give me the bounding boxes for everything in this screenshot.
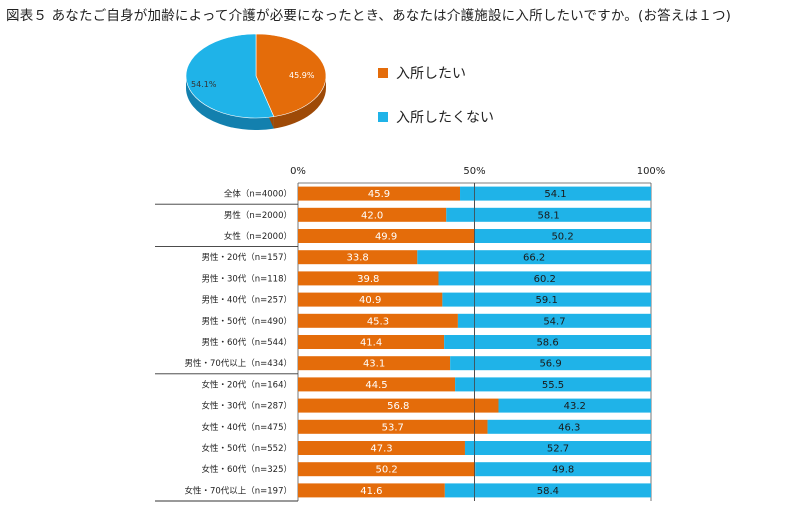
bar-no: [464, 441, 651, 455]
category-label: 男性・60代（n=544）: [201, 337, 292, 348]
data-label-yes: 33.8: [347, 253, 369, 264]
data-label-yes: 47.3: [370, 444, 392, 455]
data-label-yes: 49.9: [375, 232, 397, 243]
category-label: 男性・30代（n=118）: [201, 273, 292, 284]
data-label-yes: 41.6: [360, 486, 382, 497]
data-label-yes: 50.2: [375, 465, 397, 476]
data-label-no: 54.1: [544, 189, 566, 200]
data-label-no: 59.1: [536, 295, 558, 306]
data-label-no: 52.7: [547, 444, 569, 455]
pie-chart: 45.9% 54.1%: [185, 33, 327, 130]
bar-no: [498, 398, 651, 413]
category-label: 男性・40代（n=257）: [201, 295, 292, 306]
bar-yes: [298, 229, 475, 243]
category-label: 男性・20代（n=157）: [201, 252, 292, 263]
category-label: 女性・60代（n=325）: [201, 464, 292, 475]
bar-yes: [298, 462, 476, 477]
bar-yes: [298, 398, 499, 413]
legend-label-yes: 入所したい: [396, 66, 466, 82]
data-label-yes: 42.0: [361, 210, 383, 221]
bar-no: [457, 313, 651, 328]
legend-label-no: 入所したくない: [396, 110, 494, 126]
bar-yes: [298, 356, 451, 371]
x-tick-label: 50%: [463, 166, 485, 177]
data-label-no: 54.7: [543, 316, 565, 327]
category-label: 女性・20代（n=164）: [201, 379, 292, 390]
pie-slice-side-1: [186, 76, 274, 130]
pie-slice-1: [185, 33, 275, 119]
bar-no: [475, 462, 651, 477]
bar-no: [444, 483, 651, 498]
bar-no: [438, 271, 651, 286]
category-label: 女性・70代以上（n=197）: [184, 485, 292, 496]
data-label-no: 46.3: [558, 422, 580, 433]
bar-no: [460, 186, 651, 201]
bar-no: [450, 356, 651, 371]
data-label-yes: 41.4: [360, 338, 382, 349]
data-label-no: 60.2: [534, 274, 556, 285]
bar-no: [455, 377, 651, 392]
data-label-yes: 39.8: [357, 274, 379, 285]
category-label: 女性・40代（n=475）: [201, 422, 292, 433]
bar-yes: [298, 377, 456, 392]
category-label: 女性・50代（n=552）: [201, 443, 292, 454]
category-label: 男性・70代以上（n=434）: [184, 358, 292, 369]
legend-item-no: 入所したくない: [378, 106, 494, 128]
data-label-no: 50.2: [551, 232, 573, 243]
chart-title: 図表５ あなたご自身が加齢によって介護が必要になったとき、あなたは介護施設に入所…: [6, 8, 732, 24]
category-label: 全体（n=4000）: [224, 189, 292, 200]
bar-yes: [298, 292, 443, 307]
bar-yes: [298, 335, 445, 349]
data-label-no: 49.8: [552, 465, 574, 476]
data-label-yes: 53.7: [382, 422, 404, 433]
bar-no: [446, 207, 651, 222]
bar-no: [442, 292, 651, 307]
legend-swatch-no: [378, 112, 388, 122]
data-label-yes: 45.9: [368, 189, 390, 200]
bar-no: [474, 229, 651, 243]
bar-no: [444, 335, 651, 349]
x-tick-label: 0%: [290, 166, 306, 177]
category-label: 女性・30代（n=287）: [201, 401, 292, 412]
bar-yes: [298, 207, 447, 222]
bar-yes: [298, 186, 461, 201]
bar-no: [417, 250, 651, 265]
bar-yes: [298, 313, 458, 328]
data-label-no: 56.9: [539, 359, 561, 370]
data-label-no: 58.4: [537, 486, 559, 497]
legend-item-yes: 入所したい: [378, 62, 494, 84]
category-label: 女性（n=2000）: [224, 231, 292, 242]
data-label-no: 66.2: [523, 253, 545, 264]
legend-swatch-yes: [378, 68, 388, 78]
x-tick-label: 100%: [637, 166, 666, 177]
data-label-yes: 45.3: [367, 316, 389, 327]
data-label-no: 58.6: [536, 338, 558, 349]
data-label-yes: 43.1: [363, 359, 385, 370]
bar-yes: [298, 441, 465, 455]
data-label-yes: 40.9: [359, 295, 381, 306]
legend: 入所したい 入所したくない: [378, 62, 494, 150]
data-label-no: 55.5: [542, 380, 564, 391]
bar-yes: [298, 250, 418, 265]
data-label-yes: 44.5: [365, 380, 387, 391]
category-label: 男性（n=2000）: [224, 210, 292, 221]
bar-yes: [298, 419, 488, 434]
data-label-yes: 56.8: [387, 401, 409, 412]
pie-slice-0: [255, 33, 327, 117]
pie-label-0: 45.9%: [289, 71, 315, 80]
data-label-no: 58.1: [537, 210, 559, 221]
category-label: 男性・50代（n=490）: [201, 316, 292, 327]
pie-label-1: 54.1%: [191, 80, 217, 89]
pie-slice-side-0: [273, 76, 326, 129]
bar-yes: [298, 483, 445, 498]
bar-yes: [298, 271, 439, 286]
bar-no: [487, 419, 651, 434]
data-label-no: 43.2: [564, 401, 586, 412]
